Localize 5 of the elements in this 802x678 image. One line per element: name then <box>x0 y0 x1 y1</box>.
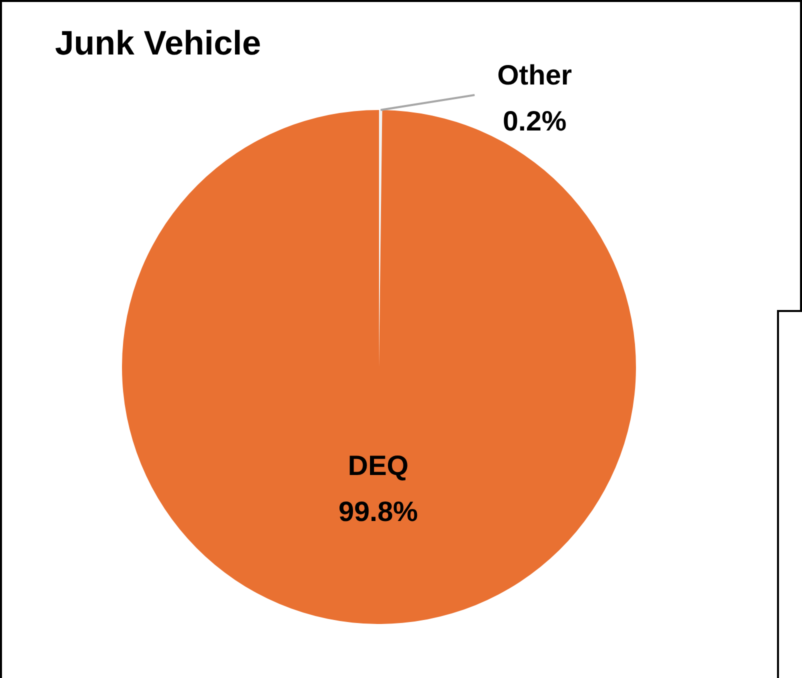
data-label: 99.8% <box>338 496 418 528</box>
slice-label: Other <box>497 60 572 91</box>
data-label: 0.2% <box>502 106 567 137</box>
slice-label: DEQ <box>348 450 409 482</box>
chart-title: Junk Vehicle <box>55 24 261 62</box>
